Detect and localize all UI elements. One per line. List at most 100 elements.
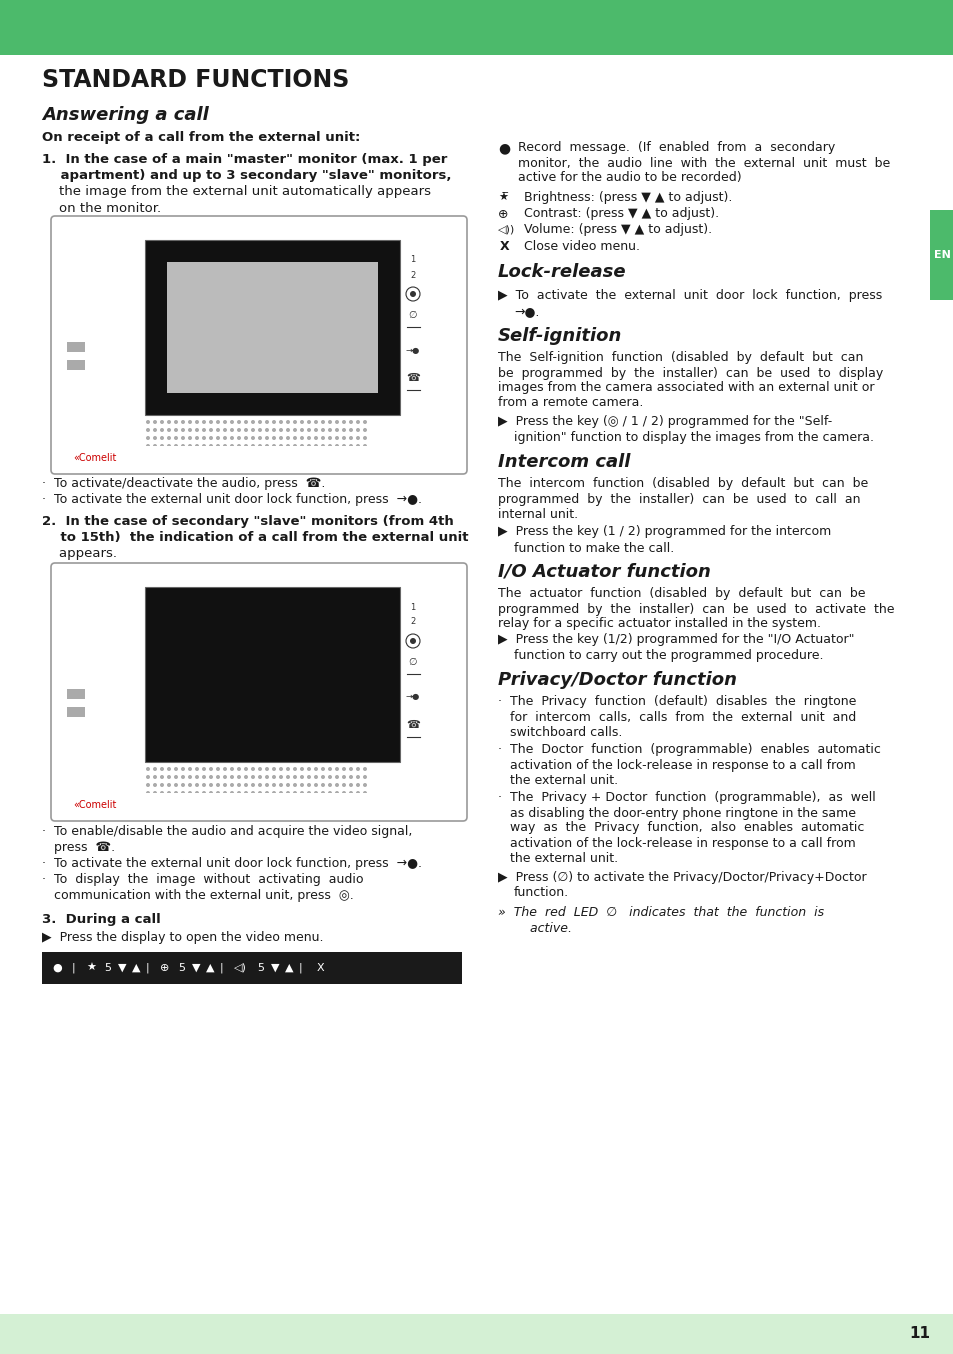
Text: function to make the call.: function to make the call. [514, 542, 674, 555]
Circle shape [410, 638, 416, 645]
Circle shape [251, 444, 254, 448]
Circle shape [320, 444, 325, 448]
Text: ·  The  Privacy  function  (default)  disables  the  ringtone: · The Privacy function (default) disable… [497, 696, 856, 708]
Bar [145, 588, 399, 762]
Circle shape [341, 428, 346, 432]
Circle shape [230, 783, 233, 787]
Circle shape [194, 428, 199, 432]
FancyBboxPatch shape [51, 563, 467, 821]
Circle shape [363, 774, 367, 779]
Bar [929, 210, 953, 301]
Circle shape [160, 420, 164, 424]
Circle shape [272, 428, 275, 432]
Circle shape [251, 791, 254, 795]
Text: ▶  Press (∅) to activate the Privacy/Doctor/Privacy+Doctor: ▶ Press (∅) to activate the Privacy/Doct… [497, 872, 865, 884]
Circle shape [320, 420, 325, 424]
Text: The  Self-ignition  function  (disabled  by  default  but  can: The Self-ignition function (disabled by … [497, 352, 862, 364]
Text: ▶  To  activate  the  external  unit  door  lock  function,  press: ▶ To activate the external unit door loc… [497, 288, 882, 302]
Circle shape [152, 444, 157, 448]
Circle shape [181, 766, 185, 770]
Circle shape [181, 791, 185, 795]
Circle shape [160, 436, 164, 440]
Circle shape [244, 791, 248, 795]
Circle shape [209, 791, 213, 795]
Text: ▶  Press the display to open the video menu.: ▶ Press the display to open the video me… [42, 932, 323, 945]
Circle shape [293, 774, 296, 779]
Circle shape [152, 774, 157, 779]
Circle shape [202, 791, 206, 795]
Circle shape [251, 766, 254, 770]
Text: 1: 1 [410, 256, 416, 264]
Circle shape [341, 783, 346, 787]
Circle shape [335, 791, 338, 795]
Circle shape [173, 791, 178, 795]
Circle shape [278, 774, 283, 779]
Circle shape [335, 436, 338, 440]
Text: ▼: ▼ [192, 963, 200, 974]
Circle shape [202, 444, 206, 448]
Text: programmed  by  the  installer)  can  be  used  to  call  an: programmed by the installer) can be used… [497, 493, 860, 505]
Circle shape [265, 774, 269, 779]
Text: |: | [146, 963, 150, 974]
Text: ·  To activate the external unit door lock function, press  →●.: · To activate the external unit door loc… [42, 493, 421, 506]
Circle shape [278, 428, 283, 432]
Circle shape [160, 783, 164, 787]
Text: «Comelit: «Comelit [73, 454, 116, 463]
Circle shape [146, 783, 150, 787]
Circle shape [181, 444, 185, 448]
Bar [42, 952, 461, 984]
Circle shape [278, 783, 283, 787]
Text: apartment) and up to 3 secondary "slave" monitors,: apartment) and up to 3 secondary "slave"… [42, 169, 451, 183]
Text: for  intercom  calls,  calls  from  the  external  unit  and: for intercom calls, calls from the exter… [497, 711, 856, 723]
Circle shape [278, 766, 283, 770]
Circle shape [272, 420, 275, 424]
Circle shape [355, 420, 359, 424]
Bar [145, 240, 399, 414]
Bar [59, 445, 458, 466]
Circle shape [202, 766, 206, 770]
Circle shape [244, 783, 248, 787]
Circle shape [244, 766, 248, 770]
Text: ▼: ▼ [271, 963, 279, 974]
Text: images from the camera associated with an external unit or: images from the camera associated with a… [497, 382, 874, 394]
Circle shape [299, 766, 304, 770]
Circle shape [328, 436, 332, 440]
Circle shape [236, 783, 241, 787]
Text: X: X [499, 240, 509, 252]
Circle shape [230, 774, 233, 779]
Circle shape [335, 783, 338, 787]
Circle shape [194, 436, 199, 440]
Text: Volume: (press ▼ ▲ to adjust).: Volume: (press ▼ ▲ to adjust). [523, 223, 711, 237]
Circle shape [160, 774, 164, 779]
Circle shape [363, 420, 367, 424]
Circle shape [236, 428, 241, 432]
Circle shape [307, 791, 311, 795]
Text: ▲: ▲ [206, 963, 214, 974]
Circle shape [299, 436, 304, 440]
Text: ▼: ▼ [118, 963, 127, 974]
Circle shape [320, 774, 325, 779]
Text: Contrast: (press ▼ ▲ to adjust).: Contrast: (press ▼ ▲ to adjust). [523, 207, 719, 221]
Circle shape [286, 791, 290, 795]
Circle shape [236, 791, 241, 795]
Circle shape [257, 783, 262, 787]
Circle shape [286, 774, 290, 779]
Circle shape [349, 436, 353, 440]
Circle shape [202, 783, 206, 787]
Circle shape [265, 436, 269, 440]
Circle shape [160, 791, 164, 795]
Circle shape [349, 428, 353, 432]
Circle shape [181, 428, 185, 432]
Text: the image from the external unit automatically appears: the image from the external unit automat… [42, 185, 431, 199]
Circle shape [188, 774, 192, 779]
Circle shape [167, 436, 171, 440]
Circle shape [230, 420, 233, 424]
Circle shape [257, 791, 262, 795]
Circle shape [278, 420, 283, 424]
Circle shape [188, 436, 192, 440]
Circle shape [236, 766, 241, 770]
Text: →●: →● [405, 692, 419, 701]
Circle shape [328, 783, 332, 787]
Text: Record  message.  (If  enabled  from  a  secondary: Record message. (If enabled from a secon… [517, 142, 835, 154]
Circle shape [335, 428, 338, 432]
